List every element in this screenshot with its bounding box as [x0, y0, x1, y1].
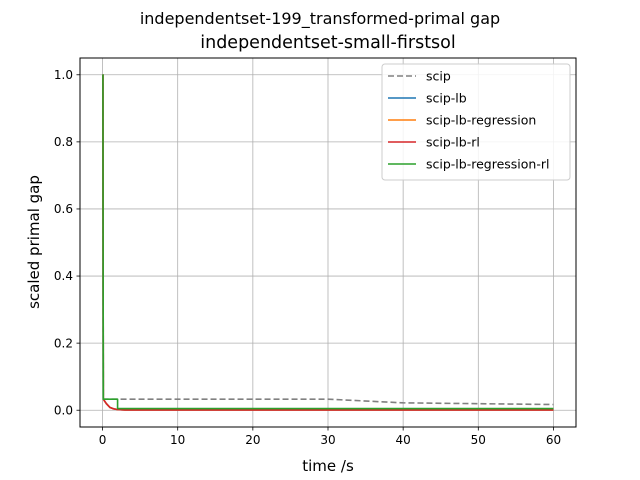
- x-tick-label: 50: [471, 433, 486, 447]
- y-tick-label: 0.6: [54, 202, 73, 216]
- legend-label-scip-lb-regression: scip-lb-regression: [426, 113, 536, 128]
- x-tick-label: 60: [546, 433, 561, 447]
- x-tick-label: 0: [99, 433, 107, 447]
- legend-label-scip: scip: [426, 69, 451, 84]
- x-tick-label: 30: [320, 433, 335, 447]
- ticks: 0 10 20 30 40 50 60 0.0 0.2 0.4 0.6 0.8 1.0: [54, 68, 561, 447]
- legend-box: [381, 63, 571, 181]
- y-tick-label: 0.8: [54, 135, 73, 149]
- series-layer: [102, 73, 554, 411]
- x-axis-label: time /s: [302, 457, 354, 475]
- legend: scip scip-lb scip-lb-regression scip-lb-rl s…: [381, 63, 571, 181]
- y-tick-label: 0.0: [54, 403, 73, 417]
- y-tick-label: 0.2: [54, 336, 73, 350]
- x-tick-label: 10: [170, 433, 185, 447]
- y-tick-label: 0.4: [54, 269, 73, 283]
- series-line-scip-lb-regression-rl: [102, 73, 554, 410]
- legend-label-scip-lb-regression-rl: scip-lb-regression-rl: [426, 157, 549, 172]
- legend-label-scip-lb: scip-lb: [426, 91, 467, 106]
- y-axis-label: scaled primal gap: [25, 175, 43, 309]
- y-tick-label: 1.0: [54, 68, 73, 82]
- x-tick-label: 40: [396, 433, 411, 447]
- figure-suptitle: independentset-199_transformed-primal ga…: [140, 9, 500, 29]
- legend-label-scip-lb-rl: scip-lb-rl: [426, 135, 480, 150]
- x-tick-label: 20: [245, 433, 260, 447]
- chart-title: independentset-small-firstsol: [200, 33, 456, 53]
